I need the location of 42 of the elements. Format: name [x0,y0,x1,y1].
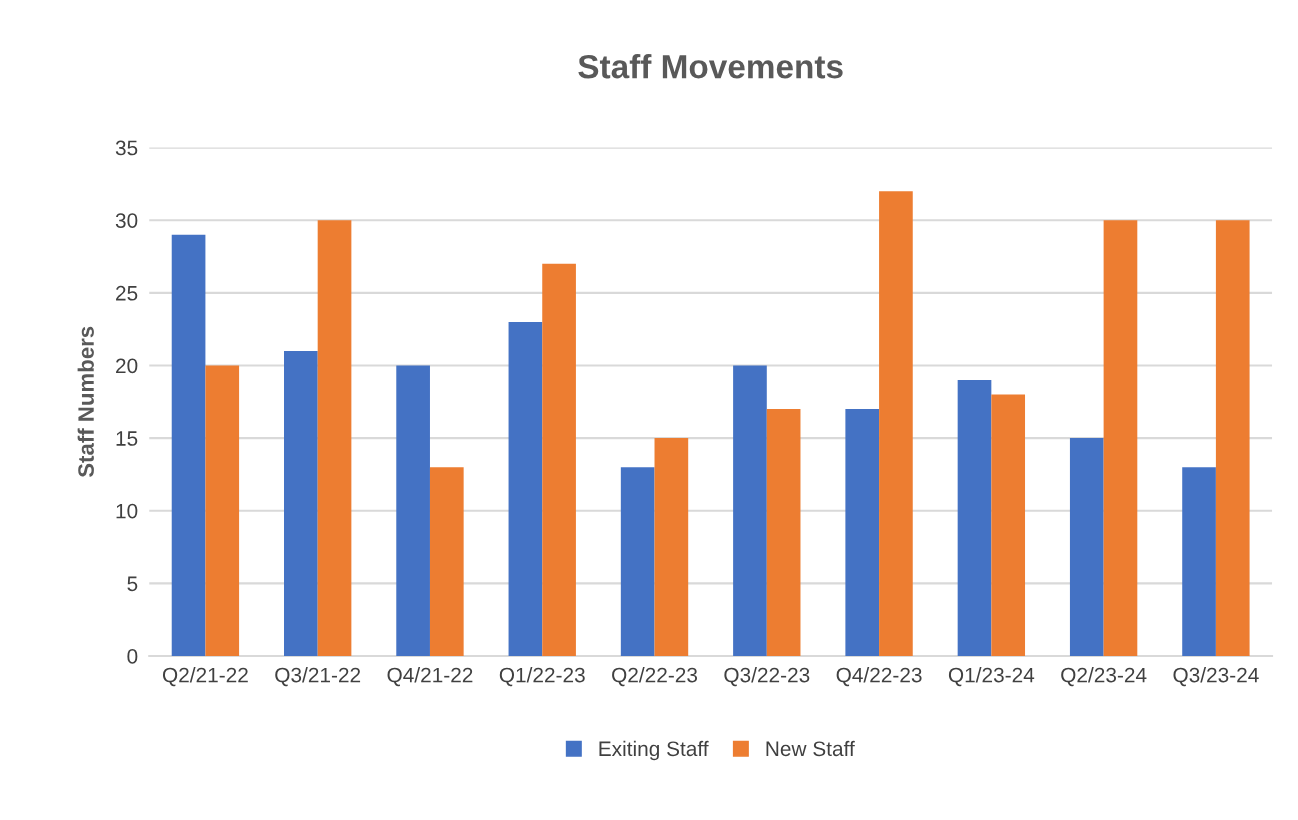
x-tick-label: Q4/22-23 [836,667,922,687]
x-tick-label: Q2/23-24 [1061,667,1147,687]
bar [205,365,240,656]
bar [542,263,576,656]
bar [396,365,430,656]
bar [879,191,913,656]
x-tick-label: Q3/22-23 [724,667,810,687]
x-tick-label: Q3/23-24 [1173,667,1259,687]
chart-title: Staff Movements [578,54,843,79]
legend-label: Exiting Staff [599,740,709,761]
y-tick-label: 25 [116,285,138,301]
bar [508,321,543,656]
y-tick-label: 35 [115,140,138,156]
bar [991,394,1026,656]
y-tick-label: 5 [127,576,138,592]
bar [1069,438,1104,656]
x-tick-label: Q4/21-22 [387,667,473,687]
x-tick-label: Q1/22-23 [499,667,585,687]
x-tick-label: Q3/21-22 [275,667,361,687]
bar [654,438,689,656]
y-tick-label: 15 [116,431,138,446]
bar [429,467,464,656]
y-tick-label: 0 [127,649,138,664]
y-tick-label: 20 [116,358,138,374]
bar [766,409,801,656]
bar [957,380,992,656]
x-tick-label: Q2/21-22 [162,667,248,687]
y-tick-label: 10 [116,503,138,519]
bar [1215,220,1250,656]
bar [171,234,206,656]
x-tick-label: Q1/23-24 [948,667,1035,687]
bar [1182,467,1216,656]
bar [317,220,352,656]
bar [733,365,767,656]
bar [1103,220,1138,656]
x-tick-label: Q2/22-23 [612,667,698,687]
y-tick-label: 30 [115,213,138,228]
bar [620,467,655,656]
y-axis-title: Staff Numbers [77,326,94,478]
bar [845,409,880,656]
bar [284,350,318,656]
legend-label: New Staff [766,740,855,757]
